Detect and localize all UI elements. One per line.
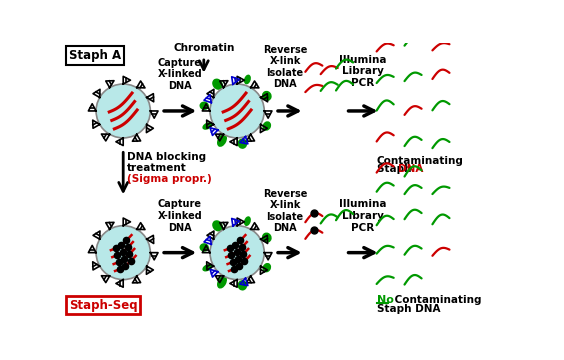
Ellipse shape xyxy=(244,75,251,84)
Ellipse shape xyxy=(200,102,209,110)
Text: Staph A: Staph A xyxy=(69,49,121,62)
Ellipse shape xyxy=(212,220,223,231)
Text: Staph: Staph xyxy=(377,164,415,174)
Text: Staph-Seq: Staph-Seq xyxy=(69,298,138,311)
Text: Chromatin: Chromatin xyxy=(173,43,235,53)
Ellipse shape xyxy=(200,243,209,252)
Ellipse shape xyxy=(262,263,271,273)
Text: Reverse
X-link
Isolate
DNA: Reverse X-link Isolate DNA xyxy=(263,45,307,89)
Ellipse shape xyxy=(210,226,265,280)
Ellipse shape xyxy=(202,264,213,271)
Ellipse shape xyxy=(96,226,151,280)
Ellipse shape xyxy=(212,78,223,90)
Ellipse shape xyxy=(96,84,151,138)
Ellipse shape xyxy=(237,280,247,291)
Text: Contaminating: Contaminating xyxy=(377,156,464,166)
Text: DNA blocking
treatment: DNA blocking treatment xyxy=(127,152,206,174)
Text: Reverse
X-link
Isolate
DNA: Reverse X-link Isolate DNA xyxy=(263,189,307,233)
Text: Illumina
Library
PCR: Illumina Library PCR xyxy=(339,55,386,88)
Ellipse shape xyxy=(202,122,213,130)
Text: (Sigma propr.): (Sigma propr.) xyxy=(127,175,212,184)
Ellipse shape xyxy=(244,216,251,226)
Text: Contaminating: Contaminating xyxy=(391,295,481,305)
Ellipse shape xyxy=(262,233,272,243)
Text: No: No xyxy=(377,295,394,305)
Text: Staph DNA: Staph DNA xyxy=(377,304,440,314)
Ellipse shape xyxy=(262,121,271,131)
Text: Capture
X-linked
DNA: Capture X-linked DNA xyxy=(157,58,202,91)
Ellipse shape xyxy=(262,91,272,101)
Ellipse shape xyxy=(237,139,247,149)
Ellipse shape xyxy=(217,276,227,289)
Text: Capture
X-linked
DNA: Capture X-linked DNA xyxy=(157,199,202,233)
Text: DNA: DNA xyxy=(398,164,424,174)
Ellipse shape xyxy=(210,84,265,138)
Ellipse shape xyxy=(217,134,227,147)
Text: Illumina
Library
PCR: Illumina Library PCR xyxy=(339,199,386,233)
